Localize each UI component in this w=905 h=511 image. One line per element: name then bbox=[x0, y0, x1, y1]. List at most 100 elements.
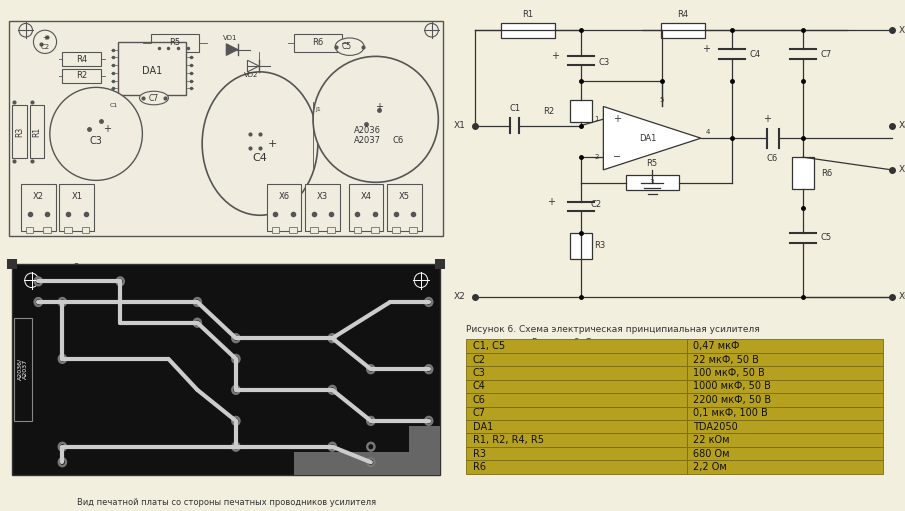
Bar bbox=[7, 259, 17, 269]
Circle shape bbox=[330, 444, 335, 449]
Circle shape bbox=[193, 317, 202, 328]
Bar bbox=[687, 393, 882, 407]
Text: Схема расположения элементов на плате и подключение усилителя: Схема расположения элементов на плате и … bbox=[72, 263, 380, 272]
Text: 0,47 мкФ: 0,47 мкФ bbox=[693, 341, 740, 351]
Bar bbox=[64, 227, 72, 233]
Polygon shape bbox=[604, 106, 701, 170]
Circle shape bbox=[60, 356, 65, 361]
Bar bbox=[687, 339, 882, 353]
Circle shape bbox=[233, 387, 238, 392]
Bar bbox=[354, 227, 361, 233]
Text: R3: R3 bbox=[15, 127, 24, 137]
Text: −: − bbox=[613, 152, 621, 162]
Text: R4: R4 bbox=[678, 10, 689, 19]
Circle shape bbox=[60, 299, 65, 305]
Text: C5: C5 bbox=[821, 234, 832, 243]
Bar bbox=[570, 233, 592, 259]
Text: C5: C5 bbox=[342, 42, 352, 51]
Bar bbox=[466, 366, 687, 380]
Circle shape bbox=[366, 364, 376, 375]
Text: C1: C1 bbox=[110, 103, 118, 108]
Text: X5: X5 bbox=[399, 192, 410, 201]
Circle shape bbox=[233, 444, 238, 449]
Bar bbox=[466, 407, 687, 420]
Circle shape bbox=[366, 442, 376, 452]
Text: 680 Ом: 680 Ом bbox=[693, 449, 730, 458]
Circle shape bbox=[424, 297, 433, 307]
Text: R4: R4 bbox=[76, 55, 87, 64]
Circle shape bbox=[328, 442, 337, 452]
Text: C2: C2 bbox=[590, 200, 601, 209]
Text: C4: C4 bbox=[472, 381, 485, 391]
Text: 22 мкФ, 50 В: 22 мкФ, 50 В bbox=[693, 355, 759, 364]
Polygon shape bbox=[226, 44, 238, 55]
Circle shape bbox=[328, 385, 337, 395]
Circle shape bbox=[33, 276, 43, 287]
Text: X2: X2 bbox=[33, 192, 43, 201]
Polygon shape bbox=[294, 426, 440, 475]
Circle shape bbox=[330, 387, 335, 392]
Circle shape bbox=[368, 459, 373, 465]
Circle shape bbox=[368, 366, 373, 372]
Circle shape bbox=[366, 457, 376, 468]
Text: C6: C6 bbox=[392, 136, 404, 145]
Bar bbox=[466, 380, 687, 393]
Circle shape bbox=[328, 333, 337, 343]
Text: 1: 1 bbox=[595, 116, 599, 122]
Text: Вид печатной платы со стороны печатных проводников усилителя: Вид печатной платы со стороны печатных п… bbox=[77, 498, 376, 507]
Circle shape bbox=[233, 336, 238, 341]
Bar bbox=[466, 460, 687, 474]
Circle shape bbox=[33, 30, 57, 54]
Ellipse shape bbox=[139, 91, 168, 105]
Bar bbox=[305, 184, 340, 231]
Circle shape bbox=[231, 416, 241, 426]
Text: J1: J1 bbox=[315, 107, 320, 112]
Text: A2036/
A2037: A2036/ A2037 bbox=[17, 358, 28, 380]
Bar bbox=[466, 420, 687, 433]
Circle shape bbox=[116, 276, 125, 287]
Bar bbox=[267, 184, 301, 231]
Text: +: + bbox=[551, 51, 559, 61]
Bar bbox=[371, 227, 378, 233]
Text: VD2: VD2 bbox=[244, 72, 259, 78]
Text: X6: X6 bbox=[899, 292, 905, 301]
Bar bbox=[661, 22, 705, 38]
Text: 2: 2 bbox=[595, 154, 599, 160]
Circle shape bbox=[368, 444, 373, 449]
Text: 2,2 Ом: 2,2 Ом bbox=[693, 462, 728, 472]
Circle shape bbox=[366, 416, 376, 426]
Text: C7: C7 bbox=[821, 50, 832, 59]
Text: +: + bbox=[701, 44, 710, 55]
Bar bbox=[13, 105, 27, 158]
Bar bbox=[687, 447, 882, 460]
Bar bbox=[289, 227, 297, 233]
Bar bbox=[625, 175, 679, 191]
Text: R1, R2, R4, R5: R1, R2, R4, R5 bbox=[472, 435, 544, 445]
Text: X3: X3 bbox=[317, 192, 329, 201]
Text: C4: C4 bbox=[252, 153, 268, 163]
Text: C3: C3 bbox=[90, 135, 102, 146]
Bar bbox=[687, 366, 882, 380]
Text: X1: X1 bbox=[454, 121, 466, 130]
Bar bbox=[328, 227, 335, 233]
Circle shape bbox=[195, 299, 200, 305]
Text: X5: X5 bbox=[899, 166, 905, 174]
Text: C4: C4 bbox=[749, 50, 761, 59]
Circle shape bbox=[313, 56, 438, 182]
Circle shape bbox=[60, 444, 65, 449]
Bar bbox=[14, 317, 32, 421]
Text: DA1: DA1 bbox=[472, 422, 493, 432]
Text: DA1: DA1 bbox=[639, 134, 656, 143]
Text: X2: X2 bbox=[454, 292, 466, 301]
Bar bbox=[294, 34, 342, 52]
Bar bbox=[30, 105, 44, 158]
Text: DA1: DA1 bbox=[142, 66, 162, 76]
Text: C6: C6 bbox=[767, 154, 777, 163]
Text: R1: R1 bbox=[33, 127, 42, 137]
Bar bbox=[348, 184, 384, 231]
Text: +: + bbox=[268, 138, 277, 149]
Bar bbox=[62, 69, 101, 82]
Circle shape bbox=[231, 442, 241, 452]
Text: +: + bbox=[102, 124, 110, 134]
Bar bbox=[25, 227, 33, 233]
